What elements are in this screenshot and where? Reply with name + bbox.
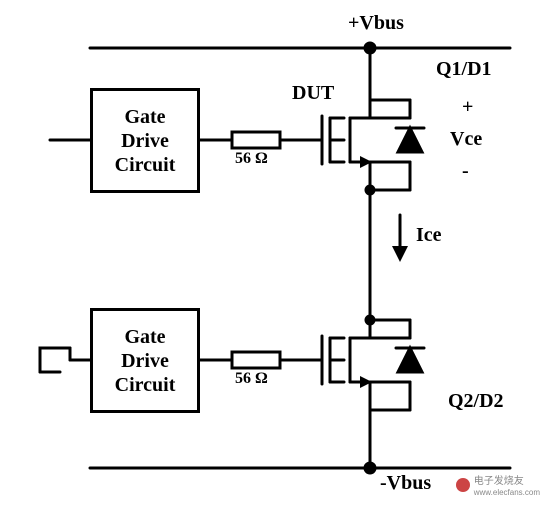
igbt-top <box>322 100 424 190</box>
resistor-bottom-label: 56 Ω <box>235 370 268 388</box>
watermark-icon <box>456 478 470 492</box>
gate-top-l3: Circuit <box>115 153 176 177</box>
q2d2-label: Q2/D2 <box>448 390 504 413</box>
gate-bot-l1: Gate <box>124 325 165 349</box>
ice-label: Ice <box>416 224 442 247</box>
gate-bot-l2: Drive <box>121 349 169 373</box>
step-input-symbol <box>40 348 70 372</box>
resistor-bottom <box>232 352 280 368</box>
igbt-bottom <box>322 320 424 410</box>
ice-arrow-head <box>392 246 408 262</box>
vbus-plus-label: +Vbus <box>348 12 404 35</box>
gate-drive-bottom: Gate Drive Circuit <box>90 308 200 413</box>
gate-drive-top: Gate Drive Circuit <box>90 88 200 193</box>
dut-label: DUT <box>292 82 334 105</box>
resistor-top <box>232 132 280 148</box>
gate-top-l1: Gate <box>124 105 165 129</box>
vce-label: Vce <box>450 128 482 151</box>
gate-top-l2: Drive <box>121 129 169 153</box>
gate-bot-l3: Circuit <box>115 373 176 397</box>
q1d1-label: Q1/D1 <box>436 58 492 81</box>
watermark-text: 电子发烧友 <box>474 476 524 487</box>
vce-minus: - <box>462 160 469 183</box>
watermark: 电子发烧友 www.elecfans.com <box>456 472 540 498</box>
watermark-url: www.elecfans.com <box>474 488 540 497</box>
vbus-minus-label: -Vbus <box>380 472 431 495</box>
vce-plus: + <box>462 96 473 119</box>
resistor-top-label: 56 Ω <box>235 150 268 168</box>
